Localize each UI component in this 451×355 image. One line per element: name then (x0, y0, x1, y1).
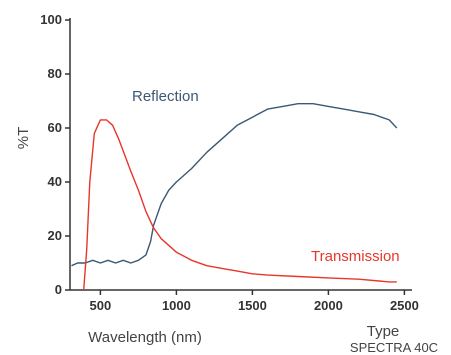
y-tick-label: 80 (48, 66, 62, 81)
series-group (71, 103, 398, 291)
annotation-transmission: Transmission (311, 248, 400, 265)
footer-type: Type (367, 323, 400, 340)
x-tick-label: 500 (90, 298, 112, 313)
footer-model: SPECTRA 40C (350, 340, 438, 355)
x-axis-ticks: 500 1000 1500 2000 2500 (90, 290, 419, 313)
series-line-transmission (83, 119, 397, 291)
x-tick-label: 2500 (390, 298, 419, 313)
y-tick-label: 0 (55, 282, 62, 297)
y-tick-label: 60 (48, 120, 62, 135)
annotation-reflection: Reflection (132, 88, 199, 105)
y-tick-label: 100 (40, 12, 62, 27)
x-axis-label: Wavelength (nm) (88, 329, 202, 346)
x-tick-label: 1500 (238, 298, 267, 313)
y-tick-label: 40 (48, 174, 62, 189)
series-line-reflection (71, 103, 398, 267)
x-tick-label: 2000 (314, 298, 343, 313)
x-tick-label: 1000 (162, 298, 191, 313)
y-axis-label: %T (15, 127, 32, 150)
y-tick-label: 20 (48, 228, 62, 243)
y-axis-ticks: 0 20 40 60 80 100 (40, 12, 70, 297)
